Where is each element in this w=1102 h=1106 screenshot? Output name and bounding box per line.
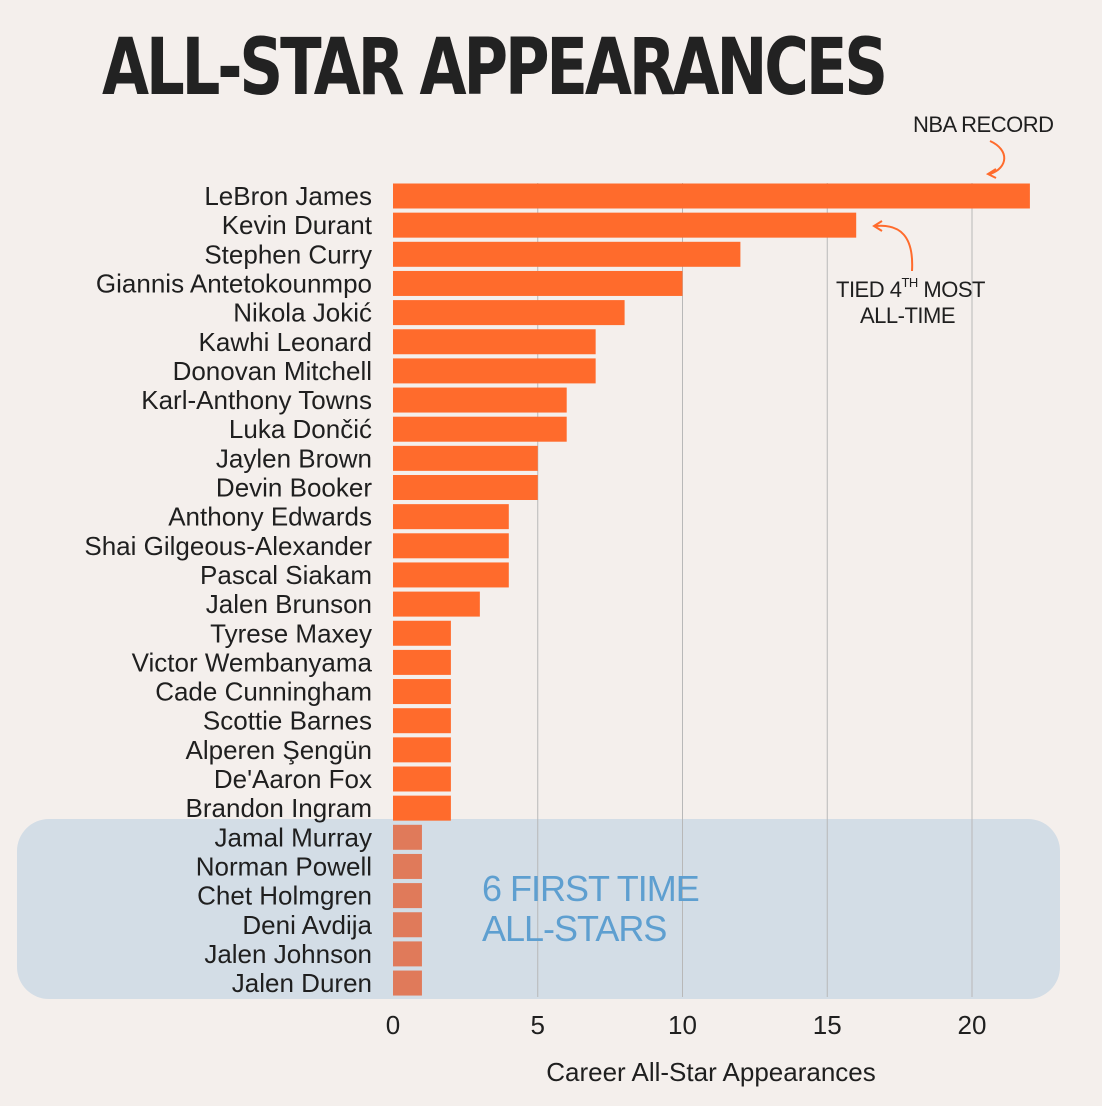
category-label: Jalen Brunson (206, 589, 372, 619)
category-label: Kevin Durant (222, 210, 373, 240)
category-label: Cade Cunningham (155, 677, 372, 707)
bar (393, 679, 451, 705)
category-label: Norman Powell (196, 851, 372, 881)
bar (393, 533, 509, 559)
category-label: Shai Gilgeous-Alexander (84, 531, 372, 561)
bar (393, 270, 683, 296)
category-label: Anthony Edwards (168, 502, 372, 532)
nba-record-arrowhead (985, 168, 997, 179)
bar (393, 416, 567, 442)
first-time-highlight-box (17, 819, 1060, 999)
bar (393, 504, 509, 530)
category-label: Jalen Johnson (204, 939, 372, 969)
bar (393, 300, 625, 326)
x-tick-label: 20 (958, 1010, 987, 1040)
category-label: LeBron James (204, 181, 372, 211)
x-tick-label: 5 (531, 1010, 545, 1040)
category-label: Kawhi Leonard (199, 327, 372, 357)
first-time-label-line1: 6 FIRST TIME (482, 868, 699, 909)
category-label: Chet Holmgren (197, 881, 372, 911)
bar (393, 241, 741, 267)
bar (393, 766, 451, 792)
x-tick-labels: 0 5 10 15 20 (386, 1010, 987, 1040)
x-tick-label: 10 (668, 1010, 697, 1040)
tied-4th-annotation: TIED 4TH MOST (836, 275, 985, 302)
chart-title: ALL-STAR APPEARANCES (102, 23, 888, 113)
bar (393, 562, 509, 588)
tied-4th-arrowhead (872, 220, 883, 232)
nba-record-arrow (989, 140, 1006, 175)
category-label: Nikola Jokić (233, 298, 372, 328)
bar (393, 941, 422, 967)
bar (393, 387, 567, 413)
bar (393, 708, 451, 734)
bar (393, 620, 451, 646)
category-label: Jaylen Brown (216, 443, 372, 473)
bar (393, 912, 422, 938)
category-label: Tyrese Maxey (210, 618, 372, 648)
category-label: Karl-Anthony Towns (141, 385, 372, 415)
bar (393, 737, 451, 763)
bar (393, 824, 422, 850)
category-label: Giannis Antetokounmpo (96, 268, 372, 298)
x-axis-label: Career All-Star Appearances (546, 1057, 876, 1087)
first-time-label-line2: ALL-STARS (482, 908, 666, 949)
tied-4th-arrow (875, 224, 914, 272)
category-label: Devin Booker (216, 473, 372, 503)
category-label: Jalen Duren (232, 968, 372, 998)
x-tick-label: 0 (386, 1010, 400, 1040)
category-label: De'Aaron Fox (214, 764, 372, 794)
bar (393, 649, 451, 675)
bar (393, 183, 1030, 209)
bar (393, 329, 596, 355)
bar (393, 883, 422, 909)
category-label: Deni Avdija (242, 910, 372, 940)
category-label: Jamal Murray (215, 822, 372, 852)
category-label: Victor Wembanyama (132, 647, 373, 677)
bar (393, 212, 857, 238)
x-tick-label: 15 (813, 1010, 842, 1040)
bar (393, 475, 538, 500)
nba-record-annotation: NBA RECORD (913, 112, 1053, 137)
bars (393, 183, 1030, 996)
category-label: Donovan Mitchell (173, 356, 372, 386)
bar (393, 795, 451, 821)
bar (393, 445, 538, 471)
category-label: Luka Dončić (229, 414, 372, 444)
tied-4th-annotation-line2: ALL-TIME (860, 303, 955, 328)
bar (393, 358, 596, 384)
category-label: Alperen Şengün (186, 735, 372, 765)
bar (393, 853, 422, 879)
bar (393, 970, 422, 996)
category-label: Scottie Barnes (203, 706, 372, 736)
category-label: Stephen Curry (204, 239, 372, 269)
category-label: Pascal Siakam (200, 560, 372, 590)
category-label: Brandon Ingram (186, 793, 372, 823)
bar (393, 591, 480, 617)
